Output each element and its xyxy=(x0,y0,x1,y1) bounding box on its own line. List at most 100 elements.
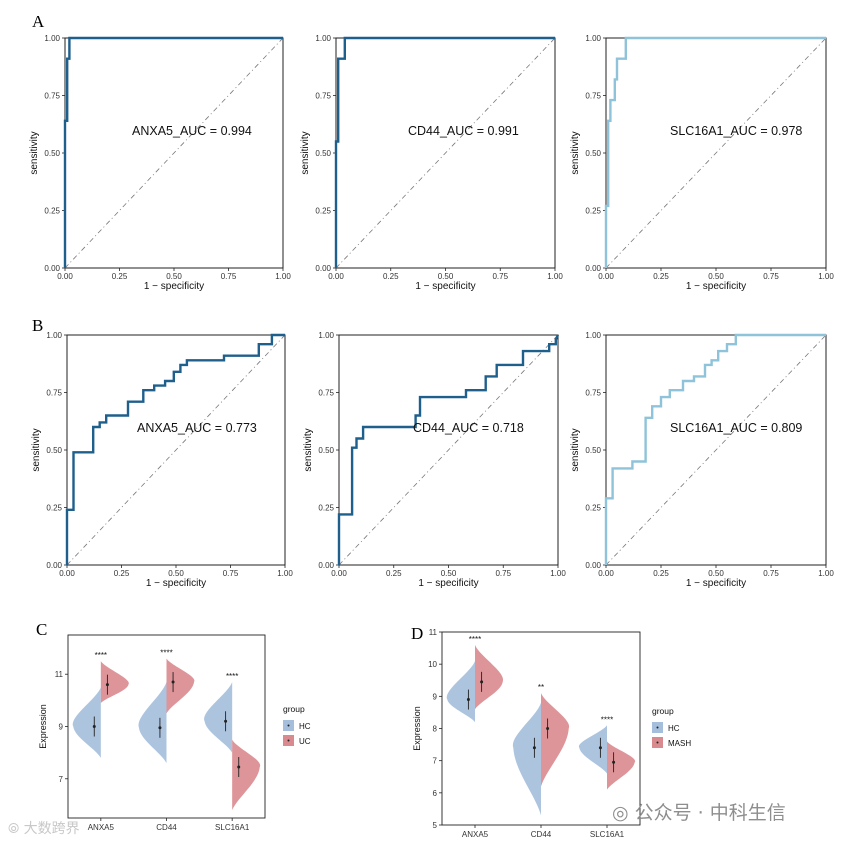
y-tick-label: 0.00 xyxy=(44,264,60,273)
median-point xyxy=(466,698,470,702)
significance-label: **** xyxy=(469,635,481,644)
median-point xyxy=(598,746,602,750)
y-tick-label: 1.00 xyxy=(585,34,601,43)
y-axis-label: sensitivity xyxy=(570,131,581,174)
x-tick-label: 0.00 xyxy=(59,569,75,578)
x-tick-label: 1.00 xyxy=(277,569,293,578)
x-tick-label: 0.50 xyxy=(708,569,724,578)
y-tick-label: 0.75 xyxy=(46,389,62,398)
y-tick-label: 0.50 xyxy=(585,149,601,158)
significance-label: **** xyxy=(160,649,172,658)
x-tick-label: 1.00 xyxy=(818,569,834,578)
reference-diagonal xyxy=(605,334,827,566)
panel-label-a: A xyxy=(32,12,45,31)
y-tick-label: 9 xyxy=(59,723,64,732)
x-tick-label: SLC16A1 xyxy=(590,830,625,839)
y-tick-label: 0.50 xyxy=(44,149,60,158)
auc-annotation: SLC16A1_AUC = 0.809 xyxy=(670,421,802,435)
median-point xyxy=(171,680,175,684)
auc-annotation: SLC16A1_AUC = 0.978 xyxy=(670,124,802,138)
y-axis-label: sensitivity xyxy=(31,428,42,471)
y-tick-label: 1.00 xyxy=(318,331,334,340)
significance-label: **** xyxy=(226,672,238,681)
legend-dot xyxy=(656,741,659,744)
auc-annotation: ANXA5_AUC = 0.773 xyxy=(137,421,257,435)
median-point xyxy=(237,765,241,769)
x-tick-label: 0.50 xyxy=(441,569,457,578)
legend-dot xyxy=(287,724,290,727)
y-tick-label: 0.00 xyxy=(585,264,601,273)
roc-chart-5: 0.000.00 0.25 0.25 0.50 0.50 0.75 0.75 1.00 1.00… xyxy=(303,331,566,589)
x-tick-label: 0.75 xyxy=(495,569,511,578)
panel-label-b: B xyxy=(32,316,44,335)
x-axis-label: 1 − specificity xyxy=(418,578,478,589)
x-axis-label: 1 − specificity xyxy=(144,281,204,292)
x-tick-label: 0.50 xyxy=(166,272,182,281)
y-tick-label: 9 xyxy=(433,692,438,701)
y-tick-label: 6 xyxy=(433,789,438,798)
watermark-right: ◎ 公众号 · 中科生信 xyxy=(612,802,786,824)
x-tick-label: 0.25 xyxy=(653,272,669,281)
x-tick-label: 0.25 xyxy=(386,569,402,578)
y-axis-label: Expression xyxy=(412,706,422,751)
legend-title: group xyxy=(283,704,305,714)
y-tick-label: 1.00 xyxy=(315,34,331,43)
reference-diagonal xyxy=(605,37,827,269)
y-tick-label: 0.25 xyxy=(46,504,62,513)
x-tick-label: ANXA5 xyxy=(88,823,115,832)
x-tick-label: ANXA5 xyxy=(462,830,489,839)
y-tick-label: 1.00 xyxy=(44,34,60,43)
violin-half-hc xyxy=(512,702,541,816)
x-tick-label: 1.00 xyxy=(275,272,291,281)
median-point xyxy=(612,760,616,764)
y-tick-label: 0.50 xyxy=(46,446,62,455)
x-tick-label: 0.00 xyxy=(598,272,614,281)
y-tick-label: 0.25 xyxy=(44,207,60,216)
y-tick-label: 0.25 xyxy=(585,207,601,216)
x-tick-label: 0.00 xyxy=(598,569,614,578)
x-tick-label: 0.75 xyxy=(223,569,239,578)
roc-chart-2: 0.000.00 0.25 0.25 0.50 0.50 0.75 0.75 1.00 1.00… xyxy=(300,34,563,292)
x-tick-label: 0.25 xyxy=(114,569,130,578)
x-tick-label: 0.00 xyxy=(331,569,347,578)
y-tick-label: 0.25 xyxy=(315,207,331,216)
y-tick-label: 0.25 xyxy=(585,504,601,513)
roc-curve xyxy=(63,36,283,268)
significance-label: **** xyxy=(95,651,107,660)
violin-half-hc xyxy=(578,725,607,774)
y-tick-label: 8 xyxy=(433,725,438,734)
x-tick-label: 0.00 xyxy=(57,272,73,281)
y-tick-label: 0.50 xyxy=(585,446,601,455)
y-axis-label: sensitivity xyxy=(29,131,40,174)
y-tick-label: 10 xyxy=(428,660,437,669)
x-tick-label: 0.25 xyxy=(112,272,128,281)
x-tick-label: SLC16A1 xyxy=(215,823,250,832)
x-tick-label: 0.75 xyxy=(763,569,779,578)
x-tick-label: 0.50 xyxy=(708,272,724,281)
reference-diagonal xyxy=(64,37,284,269)
y-tick-label: 0.50 xyxy=(315,149,331,158)
violin-half-hc xyxy=(138,682,167,764)
y-tick-label: 0.75 xyxy=(44,92,60,101)
watermark-left: ⦾ 大数跨界 xyxy=(8,821,80,837)
roc-curve xyxy=(604,333,826,565)
x-axis-label: 1 − specificity xyxy=(686,281,746,292)
y-tick-label: 0.75 xyxy=(318,389,334,398)
x-tick-label: 0.00 xyxy=(328,272,344,281)
reference-diagonal xyxy=(66,334,286,566)
median-point xyxy=(532,746,536,750)
significance-label: ** xyxy=(538,683,544,692)
x-tick-label: CD44 xyxy=(156,823,177,832)
median-point xyxy=(105,683,109,687)
y-tick-label: 0.00 xyxy=(315,264,331,273)
reference-diagonal xyxy=(335,37,556,269)
y-tick-label: 1.00 xyxy=(46,331,62,340)
x-tick-label: 1.00 xyxy=(547,272,563,281)
x-tick-label: 0.75 xyxy=(492,272,508,281)
violin-half-mash xyxy=(475,644,504,710)
roc-chart-6: 0.000.00 0.25 0.25 0.50 0.50 0.75 0.75 1.00 1.00… xyxy=(570,331,834,589)
reference-diagonal xyxy=(338,334,559,566)
legend-dot xyxy=(287,739,290,742)
y-tick-label: 11 xyxy=(429,628,438,637)
